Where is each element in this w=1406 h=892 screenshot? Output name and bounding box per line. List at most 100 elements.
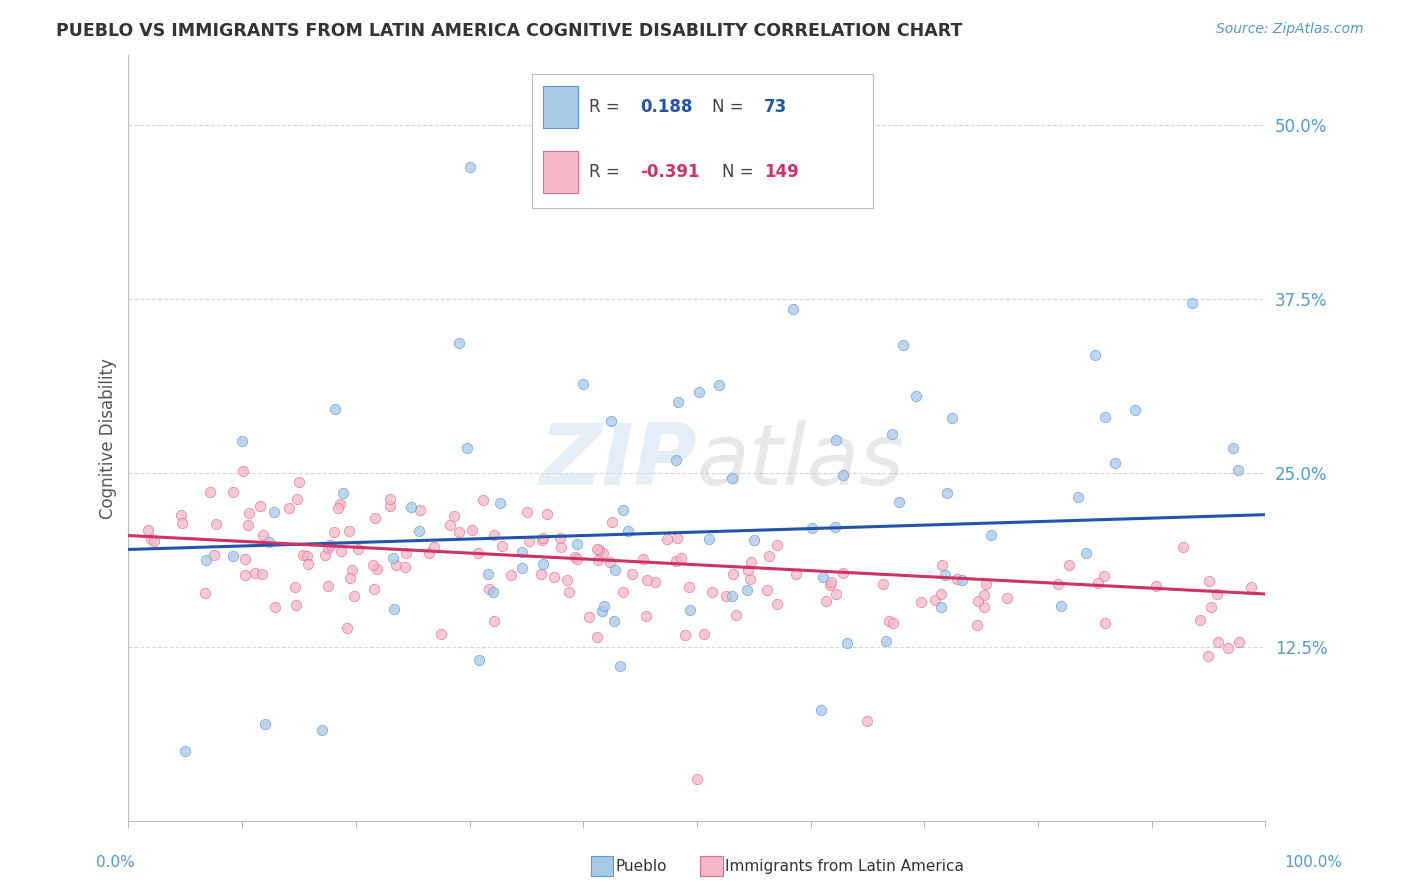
- Point: [631, 551, 654, 566]
- Text: Pueblo: Pueblo: [616, 859, 668, 873]
- Point: [1199, 600, 1222, 615]
- Point: [665, 553, 688, 567]
- Point: [1094, 410, 1116, 425]
- Point: [723, 567, 745, 582]
- Point: [278, 501, 301, 516]
- Point: [831, 467, 853, 482]
- Point: [1240, 580, 1263, 594]
- Point: [585, 541, 607, 556]
- Point: [825, 434, 848, 448]
- Y-axis label: Cognitive Disability: Cognitive Disability: [100, 358, 117, 518]
- Point: [603, 563, 626, 577]
- Point: [929, 587, 952, 601]
- Point: [329, 496, 352, 510]
- Point: [340, 563, 363, 577]
- Point: [785, 567, 807, 582]
- Point: [363, 582, 385, 596]
- Point: [904, 389, 927, 403]
- Point: [329, 543, 352, 558]
- Point: [1227, 635, 1250, 649]
- Point: [172, 516, 194, 531]
- Point: [1198, 574, 1220, 589]
- Point: [1067, 491, 1090, 505]
- Text: 100.0%: 100.0%: [1285, 855, 1343, 870]
- Point: [378, 491, 401, 506]
- Point: [194, 586, 217, 600]
- Point: [530, 566, 553, 581]
- Point: [232, 464, 254, 478]
- Point: [530, 533, 553, 548]
- Point: [756, 582, 779, 597]
- Point: [326, 500, 349, 515]
- Point: [721, 589, 744, 603]
- Point: [738, 572, 761, 586]
- Point: [592, 546, 614, 560]
- Point: [1189, 613, 1212, 627]
- Point: [409, 503, 432, 517]
- Point: [1218, 641, 1240, 656]
- Point: [1144, 578, 1167, 592]
- Point: [510, 544, 533, 558]
- Point: [263, 505, 285, 519]
- Point: [934, 568, 956, 582]
- Text: Source: ZipAtlas.com: Source: ZipAtlas.com: [1216, 22, 1364, 37]
- Point: [856, 714, 879, 728]
- Point: [742, 533, 765, 547]
- Point: [439, 518, 461, 533]
- Point: [588, 543, 610, 558]
- Point: [382, 602, 405, 616]
- Point: [950, 573, 973, 587]
- Point: [931, 558, 953, 572]
- Point: [380, 499, 402, 513]
- FancyBboxPatch shape: [531, 74, 873, 209]
- Point: [295, 549, 318, 563]
- Point: [253, 716, 276, 731]
- Point: [141, 532, 163, 546]
- Point: [366, 562, 388, 576]
- Point: [586, 553, 609, 567]
- Point: [221, 549, 243, 564]
- Point: [973, 588, 995, 602]
- Point: [288, 475, 311, 490]
- Point: [941, 410, 963, 425]
- Point: [1092, 568, 1115, 582]
- Point: [891, 337, 914, 351]
- Point: [565, 537, 588, 551]
- Point: [291, 549, 314, 563]
- Point: [946, 572, 969, 586]
- Point: [966, 618, 988, 632]
- Point: [297, 558, 319, 572]
- Point: [620, 567, 643, 582]
- Point: [673, 628, 696, 642]
- Point: [236, 517, 259, 532]
- Point: [314, 549, 336, 563]
- Point: [250, 567, 273, 582]
- Text: atlas: atlas: [697, 419, 905, 502]
- Point: [347, 541, 370, 556]
- Point: [967, 594, 990, 608]
- Point: [758, 549, 780, 564]
- Point: [478, 582, 501, 596]
- Point: [976, 577, 998, 591]
- Point: [467, 653, 489, 667]
- Point: [482, 585, 505, 599]
- Point: [887, 495, 910, 509]
- Point: [565, 552, 588, 566]
- Point: [510, 561, 533, 575]
- Point: [491, 539, 513, 553]
- Point: [679, 603, 702, 617]
- Point: [665, 531, 688, 545]
- Point: [488, 496, 510, 510]
- Text: N =: N =: [721, 163, 759, 181]
- Point: [311, 723, 333, 738]
- Point: [467, 546, 489, 560]
- Point: [636, 609, 658, 624]
- Point: [765, 539, 787, 553]
- Point: [238, 506, 260, 520]
- Point: [714, 589, 737, 603]
- Text: PUEBLO VS IMMIGRANTS FROM LATIN AMERICA COGNITIVE DISABILITY CORRELATION CHART: PUEBLO VS IMMIGRANTS FROM LATIN AMERICA …: [56, 22, 963, 40]
- Point: [818, 578, 841, 592]
- Point: [336, 621, 359, 635]
- Point: [688, 384, 710, 399]
- Point: [543, 569, 565, 583]
